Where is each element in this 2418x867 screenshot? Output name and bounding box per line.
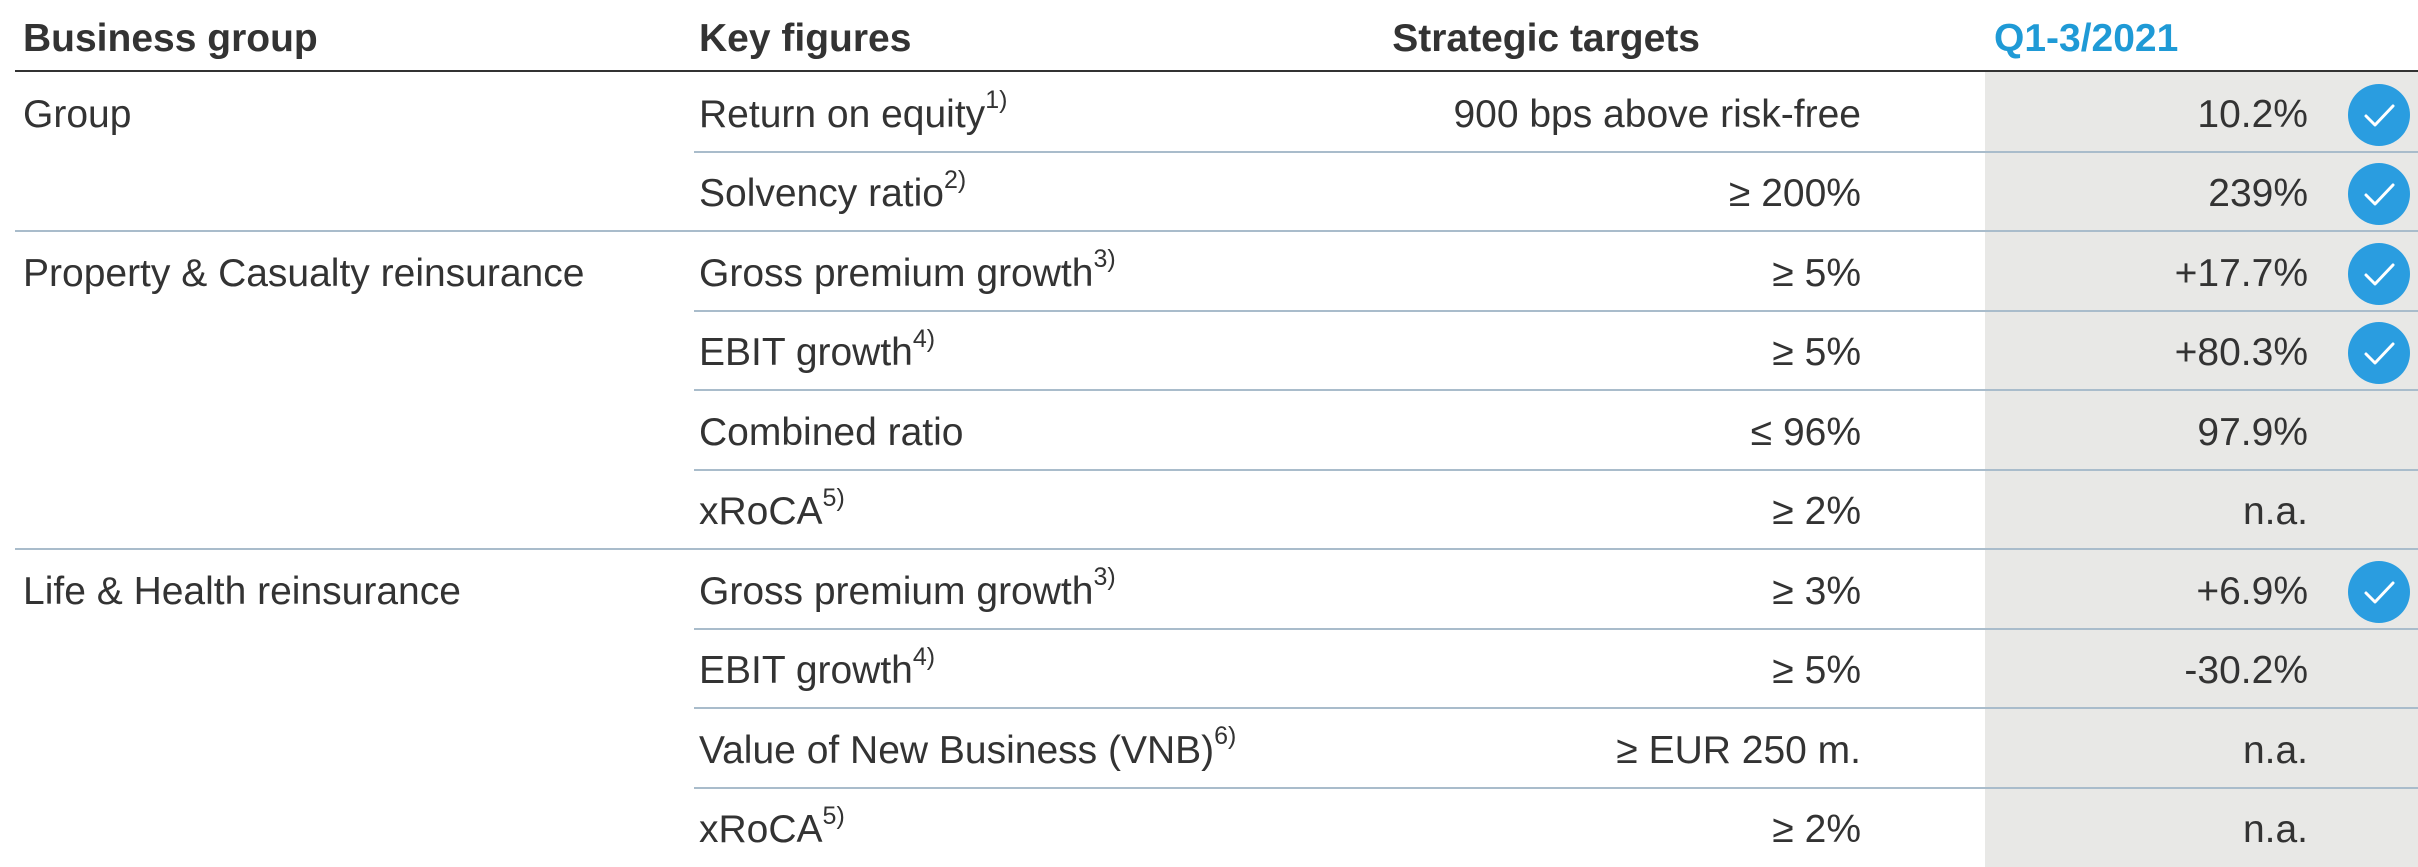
header-cell: Key figures [699, 17, 912, 60]
value: n.a. [2242, 728, 2308, 772]
key-figure-label: EBIT growth [699, 649, 913, 693]
key-figure-label: Solvency ratio [699, 172, 944, 216]
check-circle [2348, 163, 2410, 226]
key-figure: Combined ratio [699, 390, 963, 470]
target: ≥ 5% [1772, 251, 1861, 295]
row-rule [694, 150, 2418, 153]
key-figure-label: Gross premium growth [699, 251, 1094, 295]
key-figure: EBIT growth 4) [699, 629, 935, 709]
value: -30.2% [2184, 649, 2308, 693]
target: 900 bps above risk-free [1453, 92, 1861, 136]
check-svg [2348, 163, 2410, 226]
check-svg [2348, 322, 2410, 385]
header-cell: Q1-3/2021 [1994, 17, 2179, 60]
footnote-ref: 4) [912, 642, 936, 671]
value: n.a. [2242, 490, 2308, 534]
check-icon [2348, 322, 2410, 385]
group-name: Property & Casualty reinsurance [23, 251, 585, 295]
footnote-ref: 3) [1093, 245, 1116, 274]
key-figure-label: Combined ratio [699, 410, 964, 454]
header-cell: Strategic targets [1392, 17, 1700, 60]
footnote-ref: 4) [912, 324, 936, 353]
value: +6.9% [2196, 569, 2308, 613]
row-rule [694, 468, 2418, 471]
target: ≥ 5% [1772, 649, 1861, 693]
key-figure: Gross premium growth 3) [699, 549, 1116, 629]
key-figure-label: Return on equity [699, 92, 986, 136]
row-rule [15, 548, 2418, 550]
value: n.a. [2242, 808, 2308, 852]
check-mark [2364, 183, 2395, 206]
row-rule [694, 627, 2418, 630]
check-mark [2364, 104, 2395, 127]
footnote-ref: 5) [822, 801, 845, 830]
check-icon [2348, 242, 2410, 305]
key-figure: EBIT growth 4) [699, 311, 935, 391]
row-rule [694, 309, 2418, 312]
check-svg [2348, 560, 2410, 623]
check-mark [2364, 342, 2395, 365]
header-cell: Business group [23, 17, 318, 60]
check-svg [2348, 83, 2410, 146]
value: +17.7% [2174, 251, 2308, 295]
group-name: Life & Health reinsurance [23, 569, 461, 613]
check-circle [2348, 242, 2410, 305]
key-figure-label: Gross premium growth [699, 569, 1094, 613]
value: 10.2% [2197, 92, 2308, 136]
target: ≥ 200% [1729, 172, 1861, 216]
target: ≤ 96% [1750, 410, 1861, 454]
key-figure: xRoCA 5) [699, 788, 845, 867]
key-figure: xRoCA 5) [699, 470, 845, 550]
check-circle [2348, 322, 2410, 385]
check-circle [2348, 560, 2410, 623]
key-figure: Solvency ratio 2) [699, 152, 966, 232]
footnote-ref: 2) [943, 165, 967, 194]
check-icon [2348, 560, 2410, 623]
footnote-ref: 3) [1093, 563, 1116, 592]
check-icon [2348, 83, 2410, 146]
key-figure: Return on equity 1) [699, 72, 1007, 152]
target: ≥ 3% [1772, 569, 1861, 613]
footnote-ref: 6) [1214, 722, 1237, 751]
header-rule [15, 70, 2418, 72]
row-rule [694, 389, 2418, 391]
value: 239% [2208, 172, 2308, 216]
check-mark [2364, 263, 2395, 286]
target: ≥ 5% [1772, 331, 1861, 375]
check-svg [2348, 242, 2410, 305]
check-circle [2348, 83, 2410, 146]
target: ≥ EUR 250 m. [1616, 728, 1861, 772]
key-figure-label: EBIT growth [699, 331, 913, 375]
target: ≥ 2% [1772, 808, 1861, 852]
value: +80.3% [2174, 331, 2308, 375]
group-name: Group [23, 92, 132, 136]
footnote-ref: 5) [822, 483, 845, 512]
key-figure: Value of New Business (VNB) 6) [699, 708, 1236, 788]
check-mark [2364, 581, 2395, 604]
key-figure-label: xRoCA [699, 808, 823, 852]
key-figure: Gross premium growth 3) [699, 231, 1116, 311]
target: ≥ 2% [1772, 490, 1861, 534]
footnote-ref: 1) [985, 86, 1008, 115]
row-rule [694, 786, 2418, 789]
key-figure-label: Value of New Business (VNB) [699, 728, 1215, 772]
value: 97.9% [2197, 410, 2308, 454]
check-icon [2348, 163, 2410, 226]
row-rule [15, 230, 2418, 232]
row-rule [694, 707, 2418, 709]
key-figure-label: xRoCA [699, 490, 823, 534]
